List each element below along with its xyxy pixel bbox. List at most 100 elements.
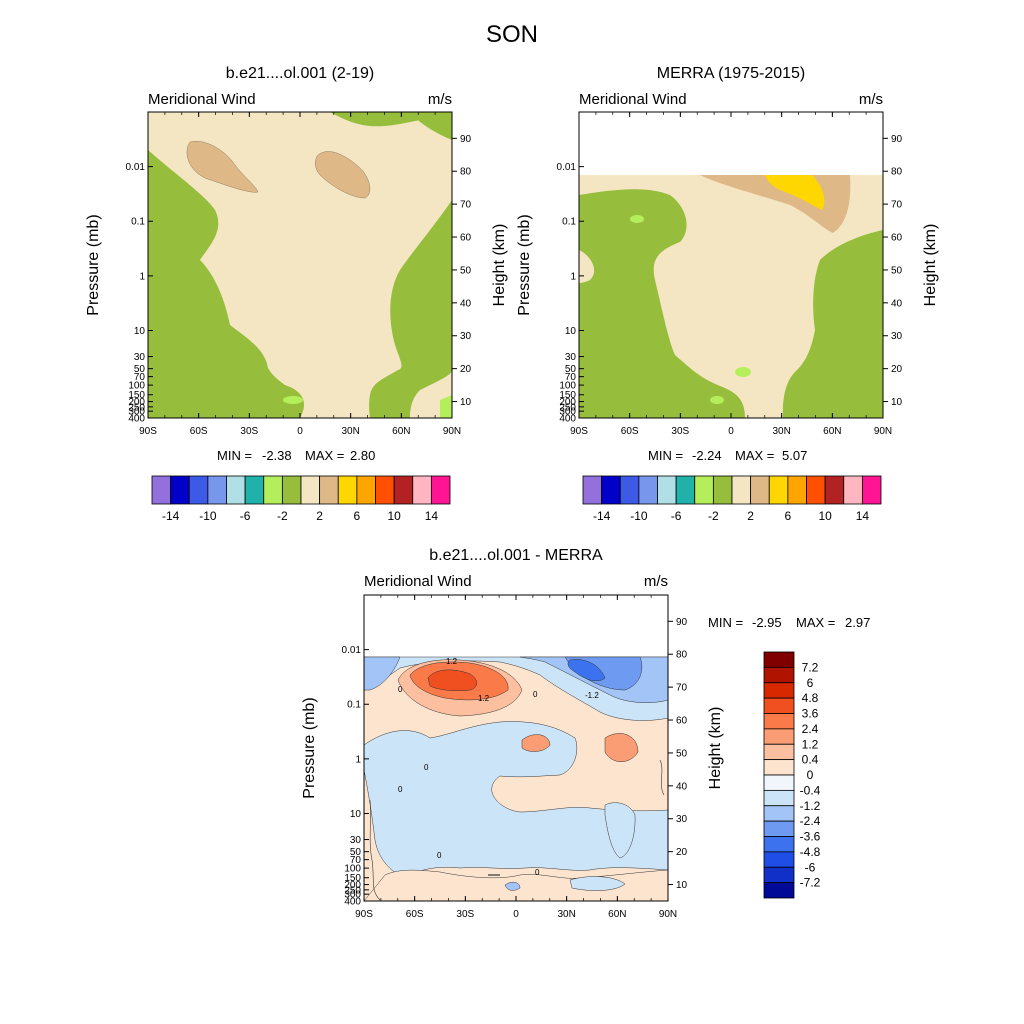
x-tick-label: 30N xyxy=(772,426,790,437)
km-tick-label: 50 xyxy=(460,265,472,276)
fill-neg-small xyxy=(735,367,751,377)
colorbar-label: -2 xyxy=(277,509,288,523)
km-tick-label: 70 xyxy=(460,200,472,211)
x-tick-label: 30S xyxy=(240,426,258,437)
colorbar-swatch xyxy=(619,475,640,505)
colorbar-label: 3.6 xyxy=(802,707,819,721)
colorbar-label: 14 xyxy=(856,509,870,523)
p-tick-label: 150 xyxy=(344,873,361,884)
p-tick-label: 200 xyxy=(344,880,361,891)
x-tick-label: 60S xyxy=(621,426,639,437)
p-tick-label: 250 xyxy=(128,402,145,413)
min-label: MIN = xyxy=(648,448,683,463)
km-tick-label: 40 xyxy=(891,298,903,309)
km-tick-label: 40 xyxy=(460,298,472,309)
colorbar-swatch xyxy=(207,475,227,505)
p-tick-label: 300 xyxy=(128,407,145,418)
colorbar-swatch xyxy=(824,475,845,505)
colorbar: -14 -10 -6 -2 2 6 10 14 xyxy=(151,475,451,523)
y-axis-label: Pressure (mb) xyxy=(85,214,102,315)
p-tick-label: 70 xyxy=(350,855,362,866)
colorbar-label: -6 xyxy=(805,860,816,874)
colorbar-label: -4.8 xyxy=(800,845,821,859)
colorbar-vertical: 7.2 64.8 3.62.41.2 0.40-0.4 -1.2-2.4 -3.6-4.8… xyxy=(763,651,821,899)
min-value: -2.24 xyxy=(692,448,722,463)
p-tick-label: 50 xyxy=(350,847,362,858)
x-tick-label: 60N xyxy=(608,909,626,920)
fill-neg-north xyxy=(782,230,883,418)
contour-label: -1.2 xyxy=(585,691,599,700)
colorbar-swatch xyxy=(657,475,677,505)
min-label: MIN = xyxy=(708,615,743,630)
fill-pos-blob xyxy=(521,734,551,752)
colorbar-swatch xyxy=(763,682,795,699)
axes: 90S 60S 30S 0 30N 60N 90N0.010.111030507010015… xyxy=(557,112,903,437)
colorbar-swatch xyxy=(601,475,621,505)
p-tick-label: 0.01 xyxy=(126,162,146,173)
contour-fill xyxy=(364,656,668,901)
km-tick-label: 90 xyxy=(460,134,472,145)
km-tick-label: 20 xyxy=(676,847,688,858)
p-tick-label: 0.01 xyxy=(342,645,362,656)
colorbar-label: 2.4 xyxy=(802,722,819,736)
fill-neg-south-upper xyxy=(148,112,215,418)
colorbar-label: 10 xyxy=(387,509,401,523)
colorbar-label: 7.2 xyxy=(802,660,819,674)
p-tick-label: 30 xyxy=(134,352,146,363)
fill-pos-core xyxy=(427,669,477,692)
colorbar: -14 -10 -6 -2 2 6 10 14 xyxy=(582,475,882,523)
figure-title: SON xyxy=(486,21,538,48)
fill-pos-notch xyxy=(579,250,595,283)
colorbar-swatch xyxy=(356,475,376,505)
km-tick-label: 70 xyxy=(676,683,688,694)
contour-label: 0 xyxy=(533,690,538,699)
colorbar-label: -10 xyxy=(630,509,648,523)
colorbar-swatch xyxy=(763,851,795,868)
panel-merra: MERRA (1975-2015) Meridional Wind m/s 90… xyxy=(516,65,939,523)
min-max: MIN = -2.95 MAX = 2.97 xyxy=(708,615,870,630)
panel-model: b.e21....ol.001 (2-19) Meridional Wind m… xyxy=(85,65,508,523)
colorbar-label: 0.4 xyxy=(802,753,819,767)
colorbar-label: -6 xyxy=(240,509,251,523)
colorbar-label: 14 xyxy=(425,509,439,523)
fill-neg-small xyxy=(630,215,644,223)
panel-title: b.e21....ol.001 (2-19) xyxy=(226,65,375,82)
colorbar-swatch xyxy=(763,713,795,730)
p-tick-label: 300 xyxy=(559,407,576,418)
colorbar-swatch xyxy=(787,475,807,505)
colorbar-label: 2 xyxy=(316,509,323,523)
max-label: MAX = xyxy=(735,448,774,463)
colorbar-swatch xyxy=(763,759,795,776)
min-value: -2.38 xyxy=(262,448,292,463)
p-tick-label: 1 xyxy=(355,754,361,765)
p-tick-label: 30 xyxy=(350,835,362,846)
colorbar-swatch xyxy=(694,475,714,505)
p-tick-label: 10 xyxy=(350,809,362,820)
x-tick-label: 90N xyxy=(659,909,677,920)
contour-fill xyxy=(579,175,883,418)
left-label: Meridional Wind xyxy=(579,91,687,108)
p-tick-label: 0.01 xyxy=(557,162,577,173)
colorbar-swatch xyxy=(638,475,658,505)
km-tick-label: 10 xyxy=(891,397,903,408)
max-value: 2.80 xyxy=(350,448,375,463)
p-tick-label: 250 xyxy=(559,402,576,413)
p-tick-label: 100 xyxy=(128,381,145,392)
colorbar-swatch xyxy=(763,697,795,714)
colorbar-swatch xyxy=(806,475,826,505)
colorbar-swatch xyxy=(763,743,795,761)
p-tick-label: 250 xyxy=(344,885,361,896)
x-tick-label: 0 xyxy=(728,426,734,437)
km-tick-label: 30 xyxy=(460,331,472,342)
km-tick-label: 10 xyxy=(676,880,688,891)
fill-pos-blob xyxy=(604,733,639,762)
km-tick-label: 50 xyxy=(676,748,688,759)
contour-line xyxy=(659,759,665,796)
axes: 90S 60S 30S 0 30N 60N 90N0.010.111030507010015… xyxy=(342,595,688,920)
colorbar-swatch xyxy=(763,651,795,668)
max-label: MAX = xyxy=(796,615,835,630)
x-tick-label: 90S xyxy=(570,426,588,437)
km-tick-label: 60 xyxy=(460,233,472,244)
panel-title: MERRA (1975-2015) xyxy=(657,65,806,82)
